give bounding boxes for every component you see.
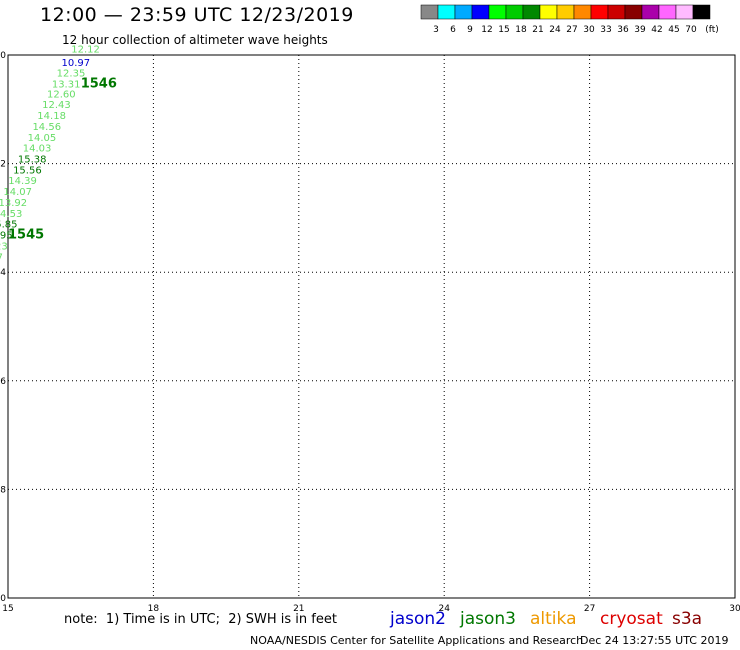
swh-reading: 15.85 — [0, 220, 17, 231]
swh-reading: 12.12 — [71, 44, 100, 55]
colorbar-label: 15 — [498, 25, 509, 35]
swh-reading: 13.31 — [52, 80, 81, 91]
map-frame — [7, 54, 736, 599]
swh-reading: 14.07 — [3, 187, 32, 198]
swh-reading: 13.92 — [0, 198, 27, 209]
colorbar-label: 18 — [515, 25, 527, 35]
colorbar-label: 36 — [617, 25, 629, 35]
lon-tick-label: 15 — [2, 604, 13, 614]
colorbar-label: 24 — [549, 25, 561, 35]
lat-tick-label: -50 — [0, 594, 6, 604]
swh-reading: 10.97 — [62, 58, 91, 69]
legend-satellite-s3a: s3a — [672, 609, 703, 629]
colorbar-label: 3 — [433, 25, 439, 35]
colorbar-label: 45 — [668, 25, 679, 35]
swh-reading: 15.56 — [13, 165, 42, 176]
lat-tick-label: -42 — [0, 160, 6, 170]
swh-reading: 14.23 — [0, 241, 8, 252]
swh-reading: 14.05 — [28, 133, 57, 144]
pass-time-label: 1545 — [8, 228, 44, 243]
swh-reading: 15.38 — [18, 155, 47, 166]
legend-satellite-altika: altika — [530, 609, 577, 629]
generated-timestamp: Dec 24 13:27:55 UTC 2019 — [580, 634, 729, 647]
swh-reading: 12.43 — [42, 100, 71, 111]
colorbar-unit: (ft) — [705, 25, 719, 35]
pass-time-label: 1546 — [81, 77, 117, 92]
swh-reading: 14.39 — [8, 176, 37, 187]
lon-tick-label: 27 — [584, 604, 595, 614]
colorbar-label: 33 — [600, 25, 611, 35]
colorbar-label: 9 — [467, 25, 473, 35]
legend-satellite-jason2: jason2 — [390, 609, 446, 629]
swh-reading: 15.95 — [0, 231, 13, 242]
lon-tick-label: 24 — [438, 604, 450, 614]
colorbar-label: 30 — [583, 25, 595, 35]
swh-reading: 14.03 — [23, 144, 52, 155]
colorbar-label: 27 — [566, 25, 577, 35]
colorbar-label: 6 — [450, 25, 456, 35]
lon-tick-label: 30 — [729, 604, 740, 614]
colorbar-label: 12 — [481, 25, 492, 35]
swh-reading: 14.37 — [0, 252, 3, 263]
lat-tick-label: -40 — [0, 51, 6, 61]
map-subtitle: 12 hour collection of altimeter wave hei… — [62, 33, 328, 47]
colorbar-label: 42 — [651, 25, 662, 35]
legend-satellite-jason3: jason3 — [460, 609, 516, 629]
swh-reading: 14.18 — [37, 111, 66, 122]
colorbar-bin — [692, 4, 711, 20]
swh-reading: 14.53 — [0, 209, 22, 220]
lat-tick-label: -44 — [0, 268, 6, 278]
legend-note: note: 1) Time is in UTC; 2) SWH is in fe… — [64, 612, 337, 627]
swh-reading: 12.35 — [57, 69, 86, 80]
lon-tick-label: 21 — [293, 604, 304, 614]
colorbar-label: 39 — [634, 25, 646, 35]
lat-tick-label: -46 — [0, 377, 6, 387]
colorbar-label: 70 — [685, 25, 697, 35]
colorbar: 3 6 9 12 15 18 21 24 27 30 33 36 39 42 45 70 (ft) — [420, 4, 719, 35]
credit-line: NOAA/NESDIS Center for Satellite Applica… — [250, 634, 584, 647]
lat-tick-label: -48 — [0, 485, 6, 495]
lon-tick-label: 18 — [148, 604, 160, 614]
map-title: 12:00 — 23:59 UTC 12/23/2019 — [40, 4, 354, 26]
swh-reading: 14.56 — [32, 122, 61, 133]
colorbar-label: 21 — [532, 25, 543, 35]
swh-reading: 12.60 — [47, 89, 76, 100]
legend-satellite-cryosat: cryosat — [600, 609, 663, 629]
